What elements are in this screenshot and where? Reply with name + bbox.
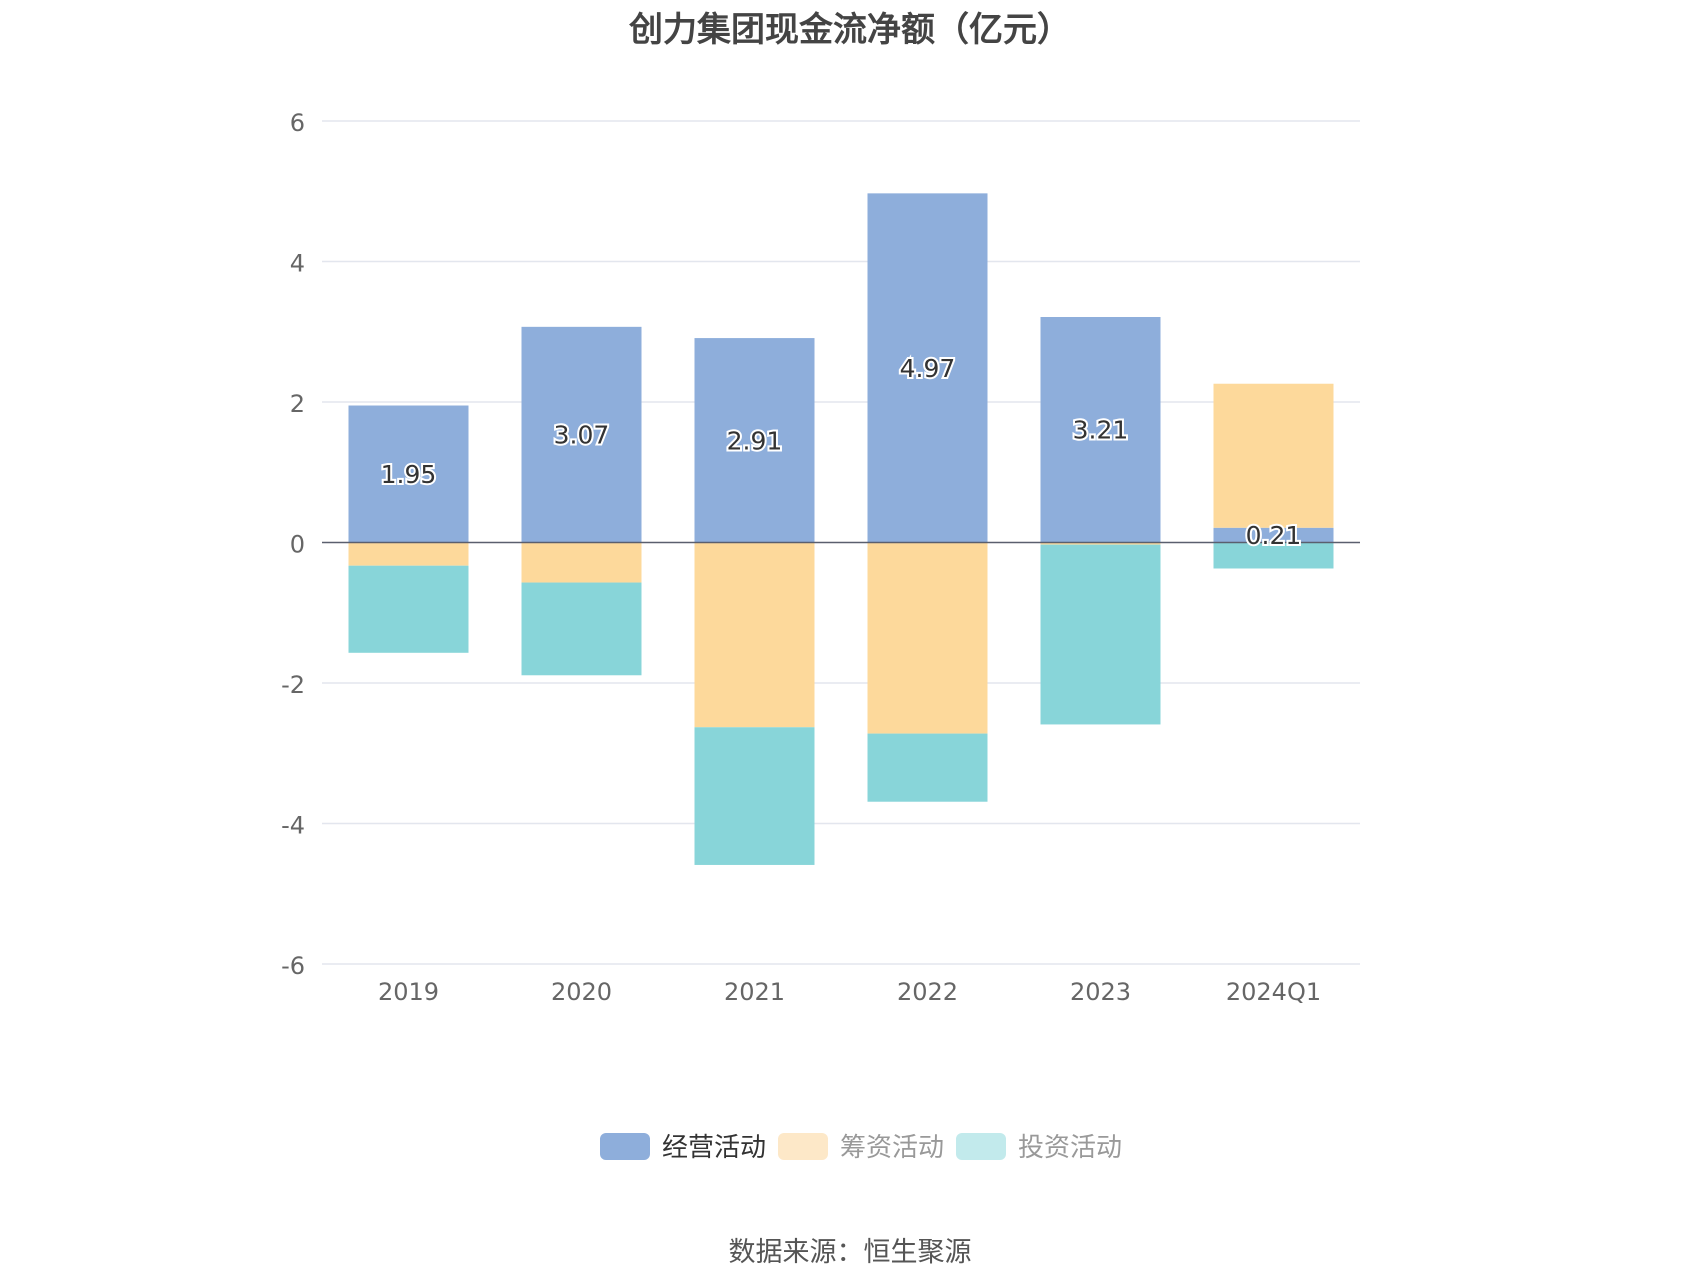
x-axis-ticks: 2019 2020 2021 2022 2023 2024Q1 xyxy=(378,978,1321,1006)
bars xyxy=(348,193,1334,865)
x-tick-label: 2020 xyxy=(551,978,612,1006)
legend-label: 筹资活动 xyxy=(840,1133,944,1163)
bar-investing xyxy=(694,727,815,865)
bar-operating xyxy=(694,338,815,543)
bar-operating xyxy=(1213,527,1334,543)
legend-item[interactable]: 投资活动 xyxy=(956,1133,1122,1163)
bar-financing xyxy=(867,542,988,734)
bar-investing xyxy=(867,733,988,802)
x-tick-label: 2022 xyxy=(897,978,958,1006)
y-tick-label: 0 xyxy=(290,531,305,559)
y-tick-label: -2 xyxy=(281,671,305,699)
bar-operating xyxy=(521,326,642,543)
chart-title: 创力集团现金流净额（亿元） xyxy=(629,10,1071,50)
data-label: 3.07 xyxy=(554,421,610,450)
y-tick-label: -6 xyxy=(281,952,305,980)
legend-item[interactable]: 筹资活动 xyxy=(778,1133,944,1163)
source-note: 数据来源：恒生聚源 xyxy=(728,1237,972,1268)
grid-lines xyxy=(322,120,1360,965)
legend-swatch xyxy=(956,1133,1006,1160)
data-label: 3.21 xyxy=(1073,416,1129,445)
y-tick-label: -4 xyxy=(281,812,305,840)
legend-label: 投资活动 xyxy=(1018,1133,1122,1163)
bar-financing xyxy=(521,542,642,583)
x-tick-label: 2021 xyxy=(724,978,785,1006)
x-tick-label: 2023 xyxy=(1070,978,1131,1006)
x-tick-label: 2019 xyxy=(378,978,439,1006)
bar-investing xyxy=(521,582,642,676)
legend-swatch xyxy=(778,1133,828,1160)
y-axis-ticks: -6 -4 -2 0 2 4 6 xyxy=(281,109,305,980)
bar-investing xyxy=(1213,542,1334,569)
bar-financing xyxy=(694,542,815,728)
bar-operating xyxy=(867,193,988,543)
bar-financing xyxy=(348,542,469,566)
x-tick-label: 2024Q1 xyxy=(1226,978,1321,1006)
bar-financing xyxy=(1040,542,1161,545)
data-label: 0.21 xyxy=(1246,521,1302,550)
data-label: 1.95 xyxy=(381,460,437,489)
bar-investing xyxy=(348,565,469,653)
legend-item[interactable]: 经营活动 xyxy=(600,1133,766,1163)
bar-investing xyxy=(1040,544,1161,725)
y-tick-label: 2 xyxy=(290,390,305,418)
data-label: 4.97 xyxy=(900,354,956,383)
bar-financing xyxy=(1213,383,1334,528)
legend-swatch xyxy=(600,1133,650,1160)
legend-label: 经营活动 xyxy=(662,1133,766,1163)
y-tick-label: 6 xyxy=(290,109,305,137)
data-labels: 1.95 3.07 2.91 4.97 3.21 0.21 xyxy=(379,352,1304,552)
legend[interactable]: 经营活动 筹资活动 投资活动 xyxy=(600,1133,1122,1163)
data-label: 2.91 xyxy=(727,426,783,455)
y-tick-label: 4 xyxy=(290,250,305,278)
bar-operating xyxy=(348,405,469,543)
bar-operating xyxy=(1040,316,1161,543)
